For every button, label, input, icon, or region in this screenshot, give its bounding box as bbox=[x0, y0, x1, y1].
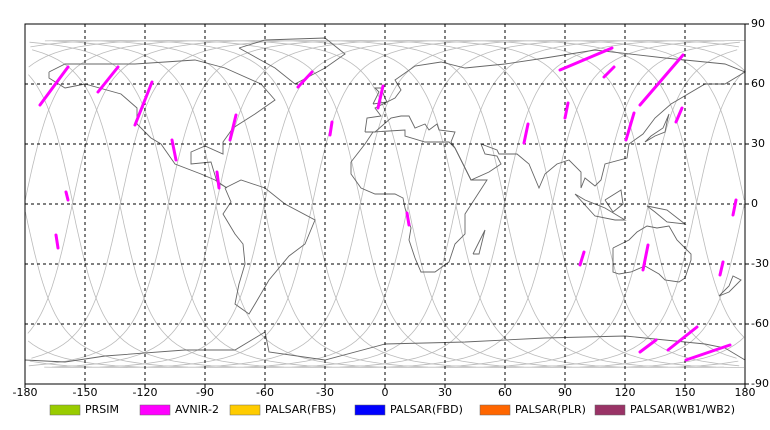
coastline bbox=[472, 229, 486, 255]
orbit-track bbox=[52, 40, 745, 369]
observation-segment bbox=[376, 84, 385, 110]
observation-segment bbox=[602, 65, 616, 79]
coastline bbox=[718, 275, 742, 297]
y-tick-label: 90 bbox=[751, 17, 765, 30]
observation-segment bbox=[405, 211, 411, 227]
observation-segment bbox=[170, 138, 178, 162]
observation-segment bbox=[624, 111, 636, 142]
observation-segment bbox=[731, 198, 738, 217]
observation-segment bbox=[522, 122, 530, 145]
x-tick-label: -60 bbox=[256, 386, 274, 399]
x-tick-label: 60 bbox=[498, 386, 512, 399]
orbit-track bbox=[51, 39, 745, 368]
observation-segment bbox=[638, 338, 658, 354]
legend-label: AVNIR-2 bbox=[175, 403, 219, 416]
legend-swatch bbox=[354, 404, 386, 416]
observation-segment bbox=[96, 65, 120, 94]
observation-segment bbox=[133, 80, 154, 127]
observation-segment bbox=[228, 113, 238, 142]
orbit-tracks bbox=[24, 39, 746, 369]
observation-segment bbox=[38, 65, 70, 107]
x-tick-label: 120 bbox=[615, 386, 636, 399]
observation-segment bbox=[563, 101, 570, 120]
observation-segment bbox=[638, 53, 685, 107]
coastline bbox=[646, 205, 687, 225]
legend-label: PRSIM bbox=[85, 403, 119, 416]
orbit-track bbox=[24, 39, 745, 369]
observation-segment bbox=[54, 233, 60, 250]
coastline bbox=[644, 113, 670, 143]
x-tick-label: 0 bbox=[382, 386, 389, 399]
y-tick-label: 30 bbox=[751, 137, 765, 150]
observation-segment bbox=[215, 170, 221, 190]
observation-segment bbox=[666, 325, 699, 352]
observation-segment bbox=[558, 46, 614, 72]
orbit-track bbox=[28, 39, 745, 369]
legend-swatch bbox=[479, 404, 511, 416]
coastline bbox=[48, 59, 276, 189]
x-tick-label: -150 bbox=[73, 386, 98, 399]
y-tick-label: -60 bbox=[751, 317, 769, 330]
x-tick-label: -90 bbox=[196, 386, 214, 399]
observation-segment bbox=[296, 70, 314, 89]
observation-segment bbox=[718, 260, 725, 277]
x-tick-label: 90 bbox=[558, 386, 572, 399]
coastline bbox=[350, 129, 488, 273]
x-tick-label: 150 bbox=[675, 386, 696, 399]
orbit-track bbox=[44, 39, 740, 369]
legend-label: PALSAR(FBD) bbox=[390, 403, 463, 416]
legend-swatch bbox=[594, 404, 626, 416]
coastline bbox=[372, 87, 388, 105]
x-tick-label: -30 bbox=[316, 386, 334, 399]
coastline bbox=[612, 225, 692, 283]
legend-swatch bbox=[229, 404, 261, 416]
coastline bbox=[604, 189, 624, 213]
legend-label: PALSAR(FBS) bbox=[265, 403, 336, 416]
coastline bbox=[238, 37, 346, 85]
orbit-track bbox=[27, 39, 745, 369]
y-tick-label: -90 bbox=[751, 377, 769, 390]
y-tick-label: 60 bbox=[751, 77, 765, 90]
x-tick-label: 180 bbox=[735, 386, 756, 399]
observation-segment bbox=[641, 243, 650, 272]
orbit-track bbox=[28, 39, 724, 369]
orbit-track bbox=[31, 39, 739, 369]
legend-label: PALSAR(PLR) bbox=[515, 403, 586, 416]
observation-segment bbox=[578, 250, 586, 267]
observation-segment bbox=[328, 120, 334, 137]
y-tick-label: 0 bbox=[751, 197, 758, 210]
observation-segment bbox=[64, 190, 70, 202]
observation-segment bbox=[674, 106, 684, 124]
legend-label: PALSAR(WB1/WB2) bbox=[630, 403, 735, 416]
coastline bbox=[364, 49, 747, 190]
y-tick-label: -30 bbox=[751, 257, 769, 270]
observations bbox=[38, 46, 738, 362]
observation-segment bbox=[684, 343, 732, 362]
coastline bbox=[222, 179, 316, 315]
legend-swatch bbox=[139, 404, 171, 416]
coastline bbox=[574, 193, 627, 221]
x-tick-label: -120 bbox=[133, 386, 158, 399]
legend-swatch bbox=[49, 404, 81, 416]
x-tick-label: 30 bbox=[438, 386, 452, 399]
x-tick-label: -180 bbox=[13, 386, 38, 399]
